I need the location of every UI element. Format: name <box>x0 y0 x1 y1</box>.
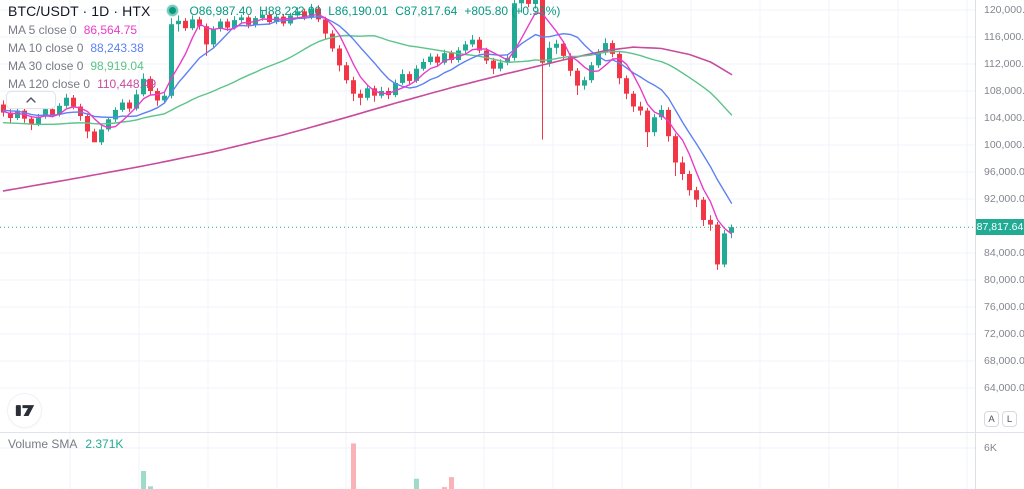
y-axis-label: 100,000.00 <box>984 139 1024 151</box>
y-axis-label: 72,000.00 <box>984 328 1024 340</box>
y-axis-label: 104,000.00 <box>984 112 1024 124</box>
ma30-value: 98,919.04 <box>90 58 144 73</box>
pane-separator[interactable] <box>0 432 1024 433</box>
y-axis-label: 64,000.00 <box>984 382 1024 394</box>
y-axis-label: 80,000.00 <box>984 274 1024 286</box>
y-axis-label: 76,000.00 <box>984 301 1024 313</box>
y-axis-label: 112,000.00 <box>984 58 1024 70</box>
price-axis-border <box>975 0 976 489</box>
volume-legend[interactable]: Volume SMA 2.371K <box>8 437 123 451</box>
legend-collapse-button[interactable] <box>6 91 56 109</box>
y-axis-label: 108,000.00 <box>984 85 1024 97</box>
ohlc-open: O86,987.40 <box>189 3 253 18</box>
ma120-value: 110,448.49 <box>97 76 157 91</box>
scale-buttons: A L <box>984 411 1017 427</box>
ma5-row[interactable]: MA 5 close 0 86,564.75 <box>8 22 560 37</box>
volume-sma-value: 2.371K <box>85 437 124 451</box>
chart-legend: BTC/USDT · 1D · HTX O86,987.40 H88,222.0… <box>6 2 560 109</box>
ma120-label: MA 120 close 0 <box>8 76 91 91</box>
ma120-row[interactable]: MA 120 close 0 110,448.49 <box>8 76 560 91</box>
y-axis-label: 92,000.00 <box>984 193 1024 205</box>
ma5-value: 86,564.75 <box>83 22 138 37</box>
auto-scale-button[interactable]: A <box>984 411 999 427</box>
tradingview-logo[interactable] <box>8 394 41 427</box>
ma5-label: MA 5 close 0 <box>8 22 77 37</box>
y-axis-label: 68,000.00 <box>984 355 1024 367</box>
ma10-row[interactable]: MA 10 close 0 88,243.38 <box>8 40 560 55</box>
ma10-label: MA 10 close 0 <box>8 40 84 55</box>
tradingview-logo-icon <box>15 404 34 416</box>
volume-sma-label: Volume SMA <box>8 437 78 451</box>
ohlc-high: H88,222.00 <box>259 3 322 18</box>
chevron-up-icon <box>26 97 36 103</box>
ma10-value: 88,243.38 <box>90 40 144 55</box>
ohlc-values: O86,987.40 H88,222.00 L86,190.01 C87,817… <box>189 4 560 18</box>
ohlc-low: L86,190.01 <box>328 3 389 18</box>
volume-axis-label: 6K <box>984 442 997 454</box>
ma30-label: MA 30 close 0 <box>8 58 84 73</box>
ma30-row[interactable]: MA 30 close 0 98,919.04 <box>8 58 560 73</box>
ohlc-change: +805.80 (+0.93%) <box>464 3 561 18</box>
y-axis-label: 116,000.00 <box>984 31 1024 43</box>
y-axis-label: 84,000.00 <box>984 247 1024 259</box>
current-price-badge: 87,817.64 <box>976 219 1024 235</box>
symbol-title[interactable]: BTC/USDT · 1D · HTX <box>8 2 151 19</box>
market-status-icon <box>167 5 179 16</box>
log-scale-button[interactable]: L <box>1002 411 1017 427</box>
y-axis-label: 96,000.00 <box>984 166 1024 178</box>
symbol-row: BTC/USDT · 1D · HTX O86,987.40 H88,222.0… <box>8 2 560 19</box>
ohlc-close: C87,817.64 <box>395 3 458 18</box>
y-axis-label: 120,000.00 <box>984 4 1024 16</box>
